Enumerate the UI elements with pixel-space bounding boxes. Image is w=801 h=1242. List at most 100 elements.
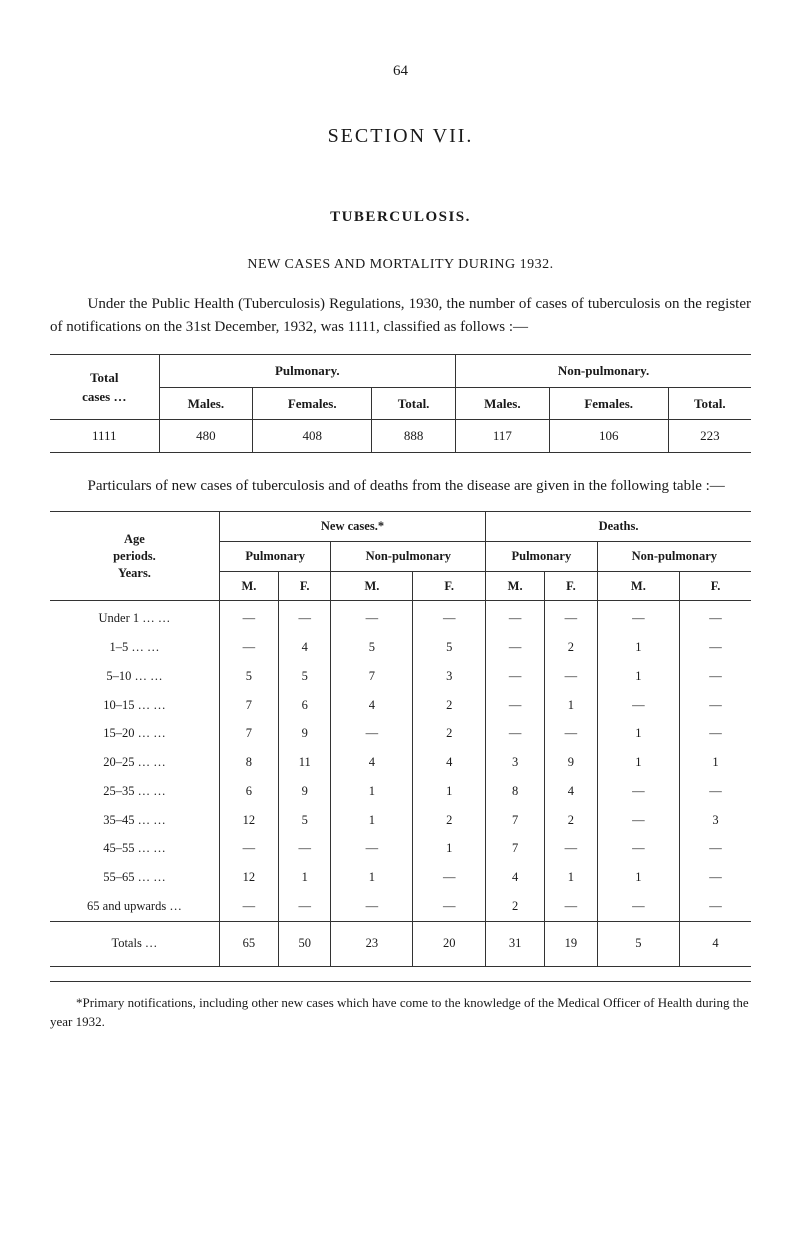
table-cell: 1 [680, 748, 751, 777]
age-period-row-label: 25–35 … … [50, 777, 219, 806]
totals-cell: 4 [680, 921, 751, 967]
register-classification-table: Total cases … Pulmonary. Non-pulmonary. … [50, 354, 751, 453]
d-nonpulmonary-header: Non-pulmonary [597, 541, 751, 571]
table-cell: — [597, 691, 679, 720]
table-cell: — [278, 601, 331, 633]
table-cell: 1 [597, 863, 679, 892]
table-cell: 7 [486, 806, 545, 835]
age-label-3: Years. [118, 566, 151, 580]
totals-cell: 50 [278, 921, 331, 967]
age-period-row-label: 55–65 … … [50, 863, 219, 892]
table-cell: 3 [486, 748, 545, 777]
age-period-row-label: 35–45 … … [50, 806, 219, 835]
table-cell: 4 [545, 777, 598, 806]
table-cell: 4 [331, 748, 413, 777]
table-cell: 5 [413, 633, 486, 662]
age-label-1: Age [124, 532, 145, 546]
mf-col: M. [486, 571, 545, 601]
page-number: 64 [50, 60, 751, 83]
table-cell: 8 [219, 748, 278, 777]
table-cell: 7 [486, 834, 545, 863]
table-cell: 1 [331, 863, 413, 892]
col-females-1: Females. [253, 387, 372, 420]
deaths-header: Deaths. [486, 512, 751, 542]
table-cell: 5 [278, 806, 331, 835]
table-cell: — [680, 691, 751, 720]
table-cell: — [597, 777, 679, 806]
nonpulmonary-group-header: Non-pulmonary. [456, 355, 751, 388]
table-cell: — [545, 719, 598, 748]
mf-col: F. [278, 571, 331, 601]
table-cell: 1 [597, 662, 679, 691]
table-cell: — [413, 601, 486, 633]
totals-cell: 19 [545, 921, 598, 967]
table-cell: 11 [278, 748, 331, 777]
age-period-row-label: 65 and upwards … [50, 892, 219, 921]
table-cell: 12 [219, 806, 278, 835]
table-cell: 7 [219, 719, 278, 748]
table-cell: 1 [597, 633, 679, 662]
table-cell: — [413, 892, 486, 921]
table-cell: 1 [331, 806, 413, 835]
table-cell: 1 [331, 777, 413, 806]
age-period-row-label: 15–20 … … [50, 719, 219, 748]
nonpulm-total: 223 [668, 420, 751, 453]
table-cell: — [278, 834, 331, 863]
table-cell: — [219, 633, 278, 662]
totals-cell: 5 [597, 921, 679, 967]
nc-nonpulmonary-header: Non-pulmonary [331, 541, 486, 571]
nc-pulmonary-header: Pulmonary [219, 541, 331, 571]
table-cell: 5 [219, 662, 278, 691]
table-cell: 6 [278, 691, 331, 720]
table-cell: — [545, 892, 598, 921]
mf-col: F. [545, 571, 598, 601]
table-cell: 1 [413, 834, 486, 863]
table-cell: — [680, 834, 751, 863]
new-cases-heading: NEW CASES AND MORTALITY DURING 1932. [50, 254, 751, 275]
age-period-row-label: 20–25 … … [50, 748, 219, 777]
age-period-row-label: 10–15 … … [50, 691, 219, 720]
table-cell: 9 [278, 719, 331, 748]
table-cell: 12 [219, 863, 278, 892]
table-cell: — [486, 633, 545, 662]
table-cell: — [331, 601, 413, 633]
footnote: *Primary notifications, including other … [50, 981, 751, 1032]
table-cell: 9 [278, 777, 331, 806]
table-cell: — [597, 806, 679, 835]
intro-paragraph: Under the Public Health (Tuberculosis) R… [50, 293, 751, 338]
table-cell: — [545, 601, 598, 633]
table-cell: 8 [486, 777, 545, 806]
table-cell: — [219, 892, 278, 921]
table-cell: 1 [278, 863, 331, 892]
table-cell: 4 [278, 633, 331, 662]
table-cell: — [331, 834, 413, 863]
totals-cell: 65 [219, 921, 278, 967]
table-cell: — [278, 892, 331, 921]
table-cell: 7 [219, 691, 278, 720]
col-males-1: Males. [159, 387, 253, 420]
table-cell: — [486, 719, 545, 748]
d-pulmonary-header: Pulmonary [486, 541, 598, 571]
table-cell: 7 [331, 662, 413, 691]
tuberculosis-heading: TUBERCULOSIS. [50, 206, 751, 229]
table-cell: — [486, 691, 545, 720]
table-cell: 4 [486, 863, 545, 892]
table-cell: 3 [413, 662, 486, 691]
table-cell: — [545, 662, 598, 691]
table-cell: — [486, 662, 545, 691]
nonpulm-males: 117 [456, 420, 550, 453]
age-label-2: periods. [113, 549, 156, 563]
table-cell: 4 [331, 691, 413, 720]
col-total-2: Total. [668, 387, 751, 420]
age-period-row-label: Under 1 … … [50, 601, 219, 633]
mf-col: M. [597, 571, 679, 601]
table-cell: 1 [413, 777, 486, 806]
table-cell: — [413, 863, 486, 892]
new-cases-deaths-table: Age periods. Years. New cases.* Deaths. … [50, 511, 751, 967]
table-cell: 2 [413, 719, 486, 748]
pulm-total: 888 [372, 420, 456, 453]
new-cases-header: New cases.* [219, 512, 485, 542]
table-cell: — [486, 601, 545, 633]
mf-col: F. [413, 571, 486, 601]
total-cases-label-1: Total [90, 370, 118, 385]
